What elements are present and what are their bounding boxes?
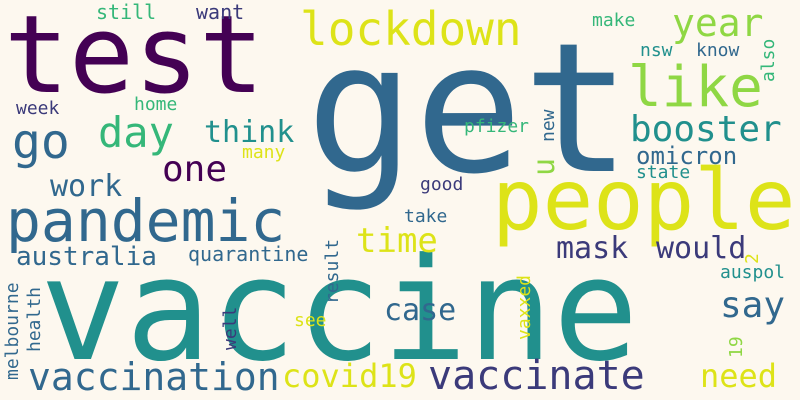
word-pandemic: pandemic — [6, 187, 286, 255]
word-nineteen: 19 — [726, 336, 747, 358]
word-result: result — [322, 238, 343, 304]
word-quarantine: quarantine — [188, 242, 309, 266]
word-booster: booster — [630, 109, 782, 150]
word-melbourne: melbourne — [2, 282, 23, 380]
word-state: state — [636, 162, 691, 183]
word-well: well — [220, 306, 241, 350]
word-say: say — [720, 285, 786, 326]
word-still: still — [96, 0, 157, 24]
word-get: get — [306, 5, 632, 214]
word-want: want — [196, 0, 245, 24]
word-day: day — [98, 108, 174, 157]
word-like: like — [628, 55, 763, 120]
word-covid19: covid19 — [282, 357, 417, 395]
word-vaccination: vaccination — [28, 355, 280, 399]
word-people: people — [492, 151, 796, 249]
word-vaccinate: vaccinate — [428, 353, 645, 399]
word-health: health — [24, 286, 45, 352]
word-omicron: omicron — [636, 142, 738, 170]
word-new: new — [538, 109, 559, 142]
word-see: see — [294, 310, 327, 331]
word-go: go — [12, 114, 70, 170]
word-good: good — [420, 174, 464, 195]
word-work: work — [50, 169, 123, 204]
word-australia: australia — [16, 242, 157, 272]
word-home: home — [134, 94, 178, 115]
word-know: know — [696, 40, 740, 61]
word-one: one — [162, 149, 228, 190]
word-year: year — [672, 1, 764, 45]
word-many: many — [242, 142, 286, 163]
word-week: week — [16, 98, 60, 119]
word-time: time — [356, 221, 438, 261]
word-auspol: auspol — [720, 262, 786, 283]
word-nsw: nsw — [640, 40, 673, 61]
word-case: case — [384, 293, 457, 328]
word-u: u — [527, 157, 562, 176]
word-also: also — [758, 38, 779, 82]
word-think: think — [204, 115, 295, 150]
word-make: make — [592, 10, 636, 31]
word-would: would — [656, 231, 747, 266]
word-test: test — [4, 0, 265, 118]
word-mask: mask — [556, 231, 629, 266]
word-pfizer: pfizer — [464, 116, 530, 137]
word-take: take — [404, 206, 448, 227]
word-vaccine: vaccine — [40, 228, 639, 393]
word-vaxxed: vaxxed — [514, 274, 535, 340]
word-lockdown: lockdown — [300, 2, 522, 56]
word-need: need — [700, 357, 778, 395]
word-two: 2 — [742, 253, 763, 264]
